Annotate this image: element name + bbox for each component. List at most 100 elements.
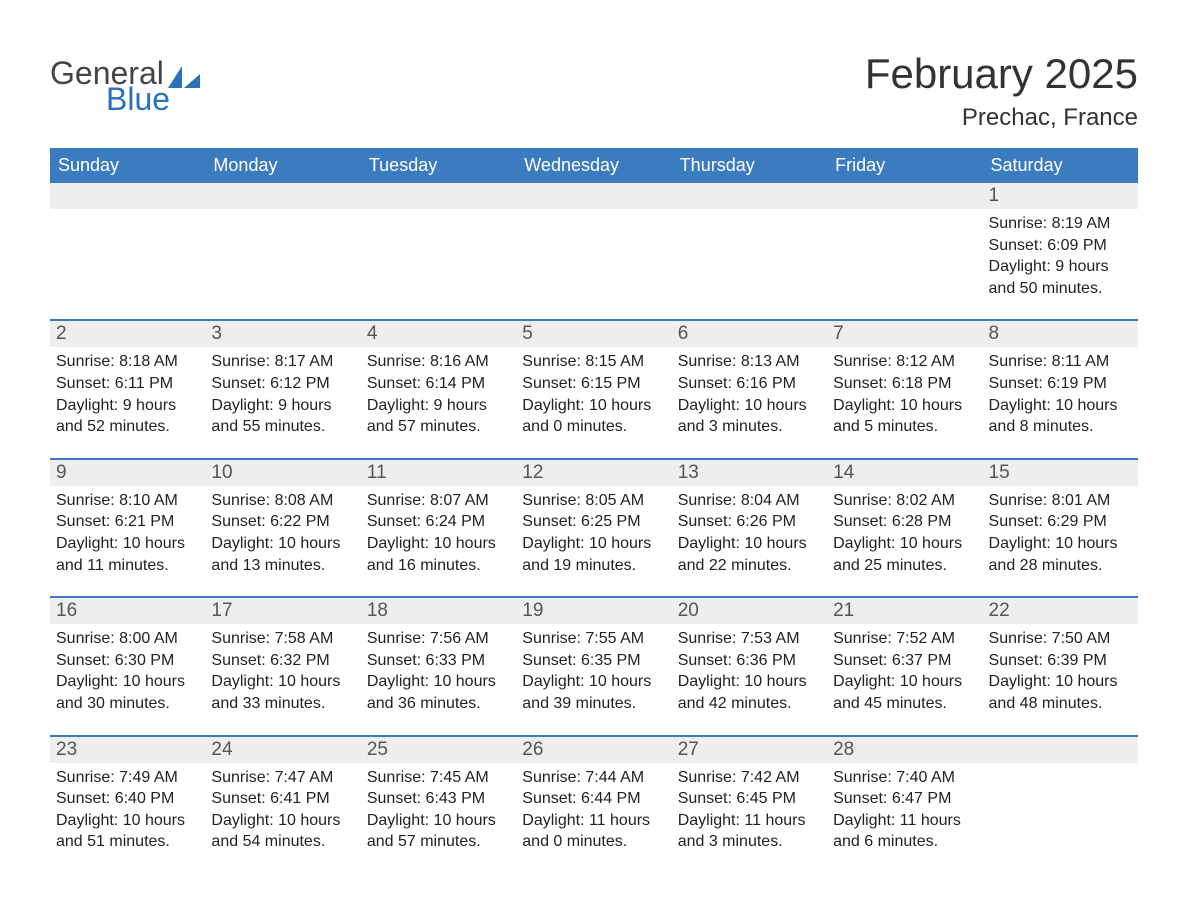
location-label: Prechac, France <box>865 104 1138 132</box>
info-daylight1: Daylight: 10 hours <box>989 395 1132 417</box>
info-daylight1: Daylight: 9 hours <box>56 395 199 417</box>
info-sunrise: Sunrise: 8:13 AM <box>678 351 821 373</box>
info-daylight1: Daylight: 10 hours <box>522 395 665 417</box>
info-sunrise: Sunrise: 7:52 AM <box>833 628 976 650</box>
day-cell <box>516 183 671 305</box>
calendar-page: General Blue February 2025 Prechac, Fran… <box>0 0 1188 889</box>
info-sunset: Sunset: 6:09 PM <box>989 235 1132 257</box>
day-header-thursday: Thursday <box>672 148 827 183</box>
info-daylight2: and 0 minutes. <box>522 831 665 853</box>
day-number: 26 <box>516 737 671 763</box>
info-sunset: Sunset: 6:36 PM <box>678 650 821 672</box>
info-sunset: Sunset: 6:12 PM <box>211 373 354 395</box>
info-sunset: Sunset: 6:41 PM <box>211 788 354 810</box>
day-cell: 12Sunrise: 8:05 AMSunset: 6:25 PMDayligh… <box>516 460 671 582</box>
info-daylight2: and 0 minutes. <box>522 416 665 438</box>
info-daylight2: and 22 minutes. <box>678 555 821 577</box>
day-cell: 1Sunrise: 8:19 AMSunset: 6:09 PMDaylight… <box>983 183 1138 305</box>
info-sunset: Sunset: 6:22 PM <box>211 511 354 533</box>
info-sunrise: Sunrise: 8:07 AM <box>367 490 510 512</box>
info-sunset: Sunset: 6:30 PM <box>56 650 199 672</box>
info-sunset: Sunset: 6:39 PM <box>989 650 1132 672</box>
info-daylight2: and 52 minutes. <box>56 416 199 438</box>
info-sunrise: Sunrise: 7:58 AM <box>211 628 354 650</box>
logo: General Blue <box>50 58 202 114</box>
day-info: Sunrise: 7:42 AMSunset: 6:45 PMDaylight:… <box>672 763 827 859</box>
info-daylight2: and 3 minutes. <box>678 416 821 438</box>
day-header-row: Sunday Monday Tuesday Wednesday Thursday… <box>50 148 1138 183</box>
day-cell: 27Sunrise: 7:42 AMSunset: 6:45 PMDayligh… <box>672 737 827 859</box>
info-sunrise: Sunrise: 7:44 AM <box>522 767 665 789</box>
day-cell: 22Sunrise: 7:50 AMSunset: 6:39 PMDayligh… <box>983 598 1138 720</box>
day-number: 8 <box>983 321 1138 347</box>
info-daylight1: Daylight: 9 hours <box>367 395 510 417</box>
day-number: 6 <box>672 321 827 347</box>
day-cell <box>672 183 827 305</box>
day-cell: 18Sunrise: 7:56 AMSunset: 6:33 PMDayligh… <box>361 598 516 720</box>
info-daylight1: Daylight: 10 hours <box>56 810 199 832</box>
info-daylight1: Daylight: 10 hours <box>211 671 354 693</box>
info-sunrise: Sunrise: 7:53 AM <box>678 628 821 650</box>
day-number <box>50 183 205 209</box>
info-sunrise: Sunrise: 8:11 AM <box>989 351 1132 373</box>
day-cell: 15Sunrise: 8:01 AMSunset: 6:29 PMDayligh… <box>983 460 1138 582</box>
day-cell: 5Sunrise: 8:15 AMSunset: 6:15 PMDaylight… <box>516 321 671 443</box>
day-cell: 28Sunrise: 7:40 AMSunset: 6:47 PMDayligh… <box>827 737 982 859</box>
info-sunrise: Sunrise: 7:55 AM <box>522 628 665 650</box>
day-info: Sunrise: 8:10 AMSunset: 6:21 PMDaylight:… <box>50 486 205 582</box>
info-daylight2: and 30 minutes. <box>56 693 199 715</box>
day-info: Sunrise: 8:02 AMSunset: 6:28 PMDaylight:… <box>827 486 982 582</box>
day-info: Sunrise: 7:44 AMSunset: 6:44 PMDaylight:… <box>516 763 671 859</box>
day-info: Sunrise: 8:13 AMSunset: 6:16 PMDaylight:… <box>672 347 827 443</box>
info-sunset: Sunset: 6:33 PM <box>367 650 510 672</box>
info-sunset: Sunset: 6:24 PM <box>367 511 510 533</box>
day-header-friday: Friday <box>827 148 982 183</box>
day-cell: 14Sunrise: 8:02 AMSunset: 6:28 PMDayligh… <box>827 460 982 582</box>
day-cell: 10Sunrise: 8:08 AMSunset: 6:22 PMDayligh… <box>205 460 360 582</box>
title-block: February 2025 Prechac, France <box>865 40 1138 142</box>
day-header-tuesday: Tuesday <box>361 148 516 183</box>
day-number: 15 <box>983 460 1138 486</box>
info-sunrise: Sunrise: 8:18 AM <box>56 351 199 373</box>
info-daylight1: Daylight: 10 hours <box>367 810 510 832</box>
info-sunset: Sunset: 6:26 PM <box>678 511 821 533</box>
info-daylight1: Daylight: 10 hours <box>211 810 354 832</box>
info-daylight1: Daylight: 10 hours <box>56 671 199 693</box>
info-sunrise: Sunrise: 8:19 AM <box>989 213 1132 235</box>
info-sunrise: Sunrise: 8:04 AM <box>678 490 821 512</box>
day-header-sunday: Sunday <box>50 148 205 183</box>
day-info: Sunrise: 8:00 AMSunset: 6:30 PMDaylight:… <box>50 624 205 720</box>
info-sunset: Sunset: 6:37 PM <box>833 650 976 672</box>
day-info: Sunrise: 8:16 AMSunset: 6:14 PMDaylight:… <box>361 347 516 443</box>
day-number: 9 <box>50 460 205 486</box>
info-sunrise: Sunrise: 7:47 AM <box>211 767 354 789</box>
day-number: 16 <box>50 598 205 624</box>
info-sunset: Sunset: 6:43 PM <box>367 788 510 810</box>
month-title: February 2025 <box>865 50 1138 98</box>
info-daylight1: Daylight: 9 hours <box>211 395 354 417</box>
day-cell: 25Sunrise: 7:45 AMSunset: 6:43 PMDayligh… <box>361 737 516 859</box>
day-number: 2 <box>50 321 205 347</box>
day-number: 24 <box>205 737 360 763</box>
info-sunset: Sunset: 6:21 PM <box>56 511 199 533</box>
info-sunset: Sunset: 6:25 PM <box>522 511 665 533</box>
day-number: 19 <box>516 598 671 624</box>
info-sunrise: Sunrise: 8:08 AM <box>211 490 354 512</box>
day-number <box>205 183 360 209</box>
day-cell: 9Sunrise: 8:10 AMSunset: 6:21 PMDaylight… <box>50 460 205 582</box>
info-sunset: Sunset: 6:29 PM <box>989 511 1132 533</box>
info-daylight1: Daylight: 10 hours <box>678 533 821 555</box>
info-daylight2: and 16 minutes. <box>367 555 510 577</box>
info-sunrise: Sunrise: 8:17 AM <box>211 351 354 373</box>
week-row: 9Sunrise: 8:10 AMSunset: 6:21 PMDaylight… <box>50 458 1138 582</box>
day-number: 23 <box>50 737 205 763</box>
day-info: Sunrise: 7:52 AMSunset: 6:37 PMDaylight:… <box>827 624 982 720</box>
day-number <box>516 183 671 209</box>
info-daylight2: and 42 minutes. <box>678 693 821 715</box>
info-sunset: Sunset: 6:32 PM <box>211 650 354 672</box>
day-info: Sunrise: 8:12 AMSunset: 6:18 PMDaylight:… <box>827 347 982 443</box>
day-info: Sunrise: 7:58 AMSunset: 6:32 PMDaylight:… <box>205 624 360 720</box>
info-sunrise: Sunrise: 7:49 AM <box>56 767 199 789</box>
day-number: 11 <box>361 460 516 486</box>
day-info: Sunrise: 8:11 AMSunset: 6:19 PMDaylight:… <box>983 347 1138 443</box>
